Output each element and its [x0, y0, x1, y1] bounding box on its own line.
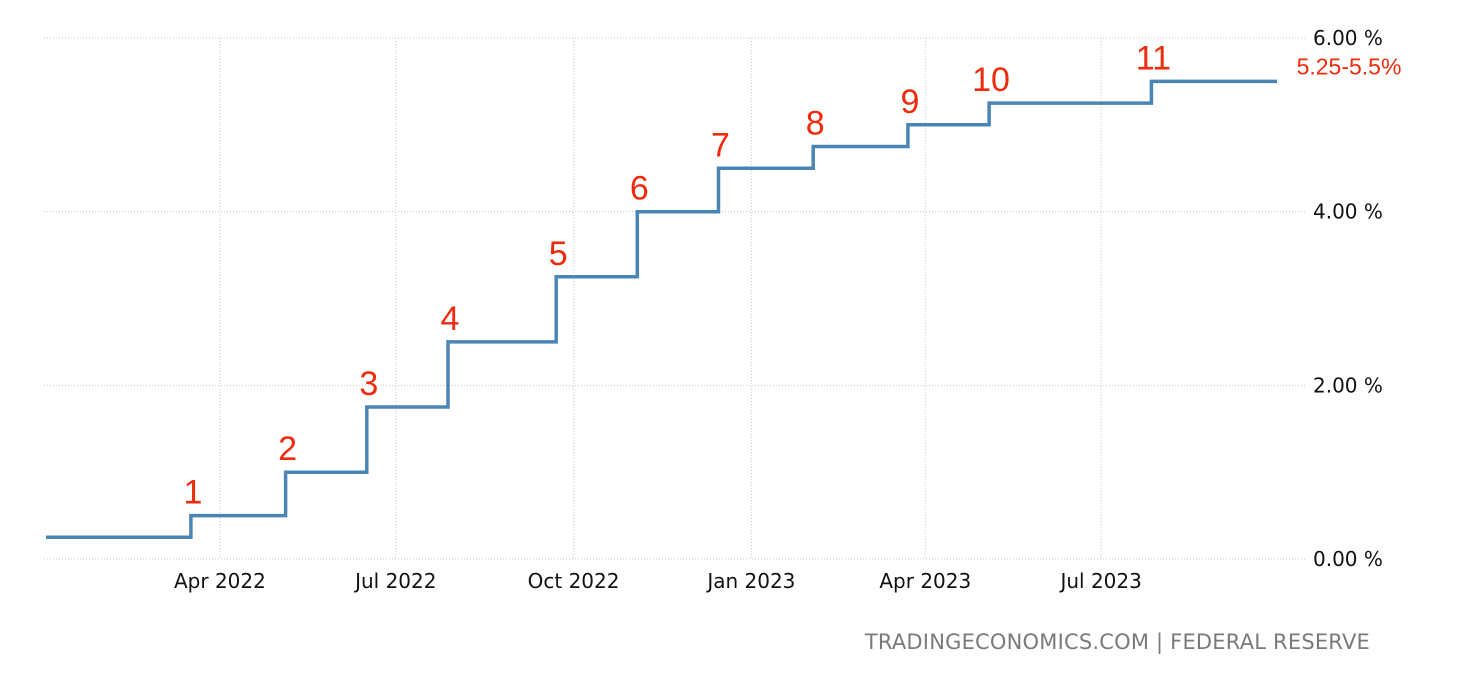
source-credit: TRADINGECONOMICS.COM | FEDERAL RESERVE [864, 630, 1370, 654]
hike-number-label: 11 [1136, 39, 1171, 77]
grid-lines [44, 37, 1306, 560]
rate-series-line [46, 79, 1277, 540]
x-tick-label: Jan 2023 [705, 569, 795, 593]
x-tick-label: Apr 2022 [174, 569, 266, 593]
hike-number-label: 2 [278, 430, 297, 468]
last-value-label: 5.25-5.5% [1297, 53, 1402, 79]
series-line-group [46, 79, 1277, 540]
hike-labels: 1 2 3 4 5 6 7 8 9 10 11 5.25-5.5% [183, 39, 1401, 511]
hike-number-label: 9 [900, 83, 919, 121]
y-tick-label: 2.00 % [1313, 373, 1383, 397]
hike-number-label: 1 [183, 474, 202, 512]
x-tick-label: Oct 2022 [528, 569, 620, 593]
y-tick-label: 6.00 % [1313, 26, 1383, 50]
hike-number-label: 4 [441, 300, 460, 338]
hike-number-label: 3 [359, 365, 378, 403]
hike-number-label: 7 [711, 126, 730, 164]
y-tick-label: 4.00 % [1313, 200, 1383, 224]
y-axis: 0.00 % 2.00 % 4.00 % 6.00 % [1313, 26, 1383, 571]
x-axis: Apr 2022 Jul 2022 Oct 2022 Jan 2023 Apr 2023… [174, 569, 1142, 593]
hike-number-label: 6 [630, 170, 649, 208]
hike-number-label: 5 [549, 235, 568, 273]
hike-number-label: 8 [806, 105, 825, 143]
x-tick-label: Jul 2022 [353, 569, 436, 593]
x-tick-label: Apr 2023 [879, 569, 971, 593]
x-tick-label: Jul 2023 [1058, 569, 1141, 593]
hike-number-label: 10 [972, 61, 1010, 99]
y-tick-label: 0.00 % [1313, 547, 1383, 571]
